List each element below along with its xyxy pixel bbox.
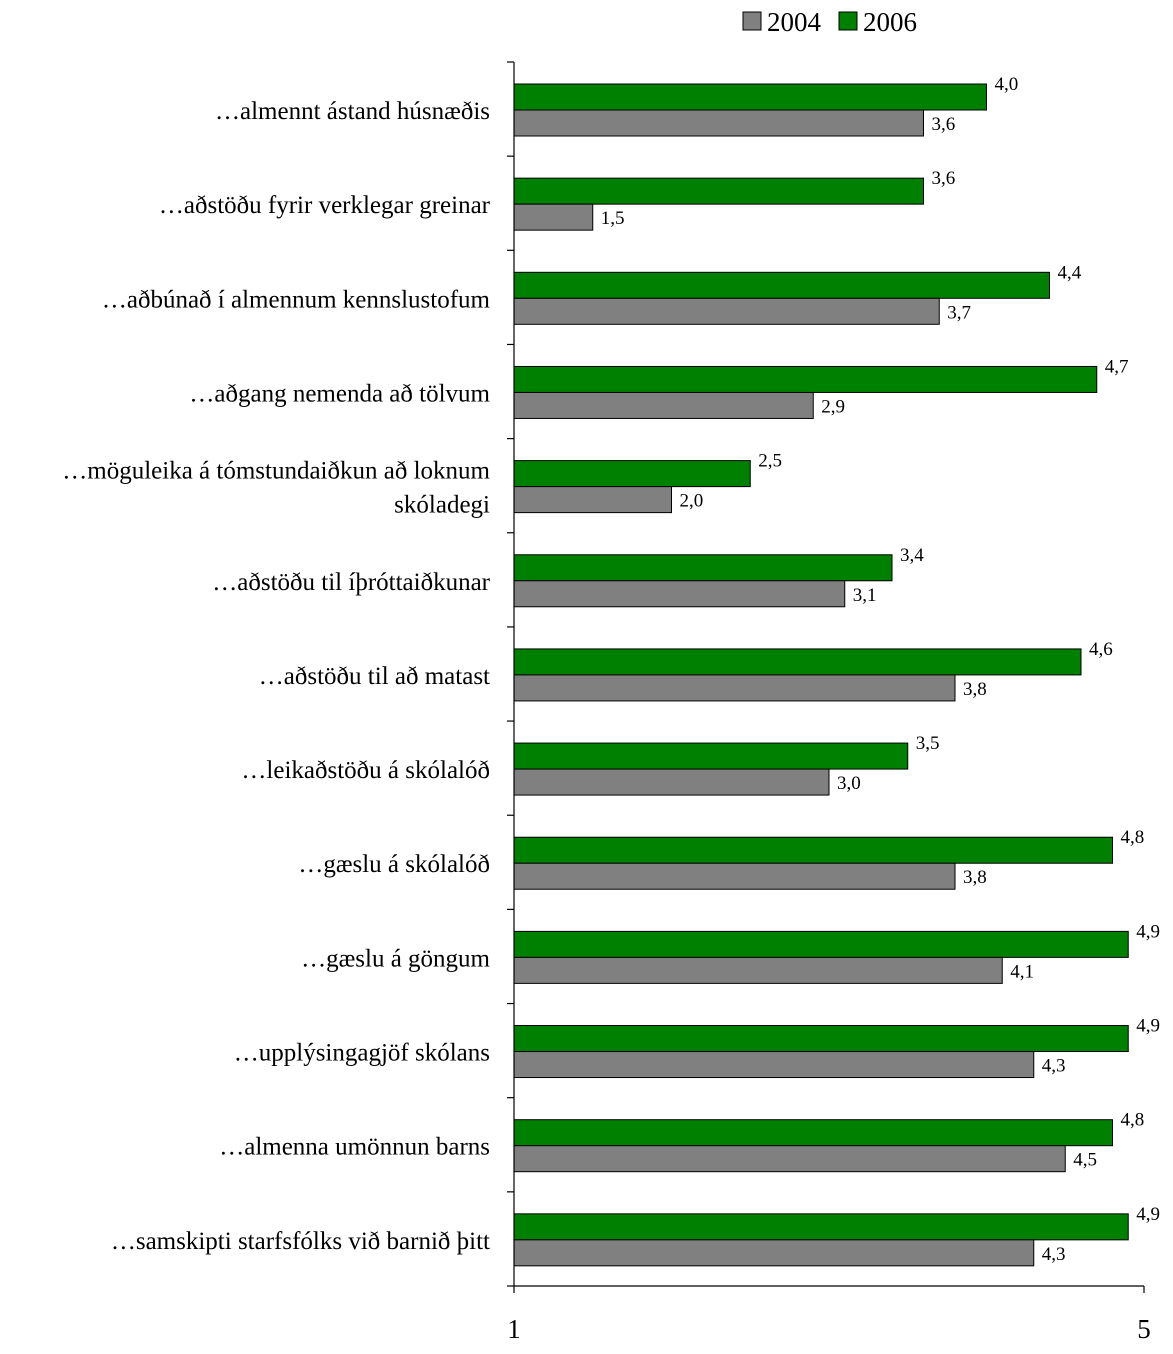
- bar-2004: [513, 1051, 1035, 1079]
- value-label-2004: 3,8: [963, 867, 987, 888]
- bar-2004: [513, 580, 846, 608]
- legend: 2004 2006: [742, 7, 917, 37]
- value-label-2006: 2,5: [758, 451, 782, 472]
- category-label: …aðstöðu fyrir verklegar greinar: [159, 192, 491, 219]
- value-label-2006: 4,8: [1121, 1110, 1145, 1131]
- value-label-2004: 2,9: [821, 396, 845, 417]
- value-label-2006: 4,8: [1121, 827, 1145, 848]
- value-label-2004: 3,1: [853, 585, 877, 606]
- value-label-2004: 1,5: [601, 208, 625, 229]
- value-label-2006: 4,9: [1136, 921, 1160, 942]
- category-label: …gæslu á göngum: [301, 945, 490, 972]
- value-label-2006: 4,4: [1058, 262, 1082, 283]
- value-label-2006: 4,7: [1105, 356, 1129, 377]
- value-label-2004: 3,7: [947, 302, 971, 323]
- category-label: …aðstöðu til að matast: [259, 663, 490, 690]
- bar-2004: [513, 862, 956, 890]
- legend-label-2004: 2004: [767, 7, 822, 37]
- category-label: …aðstöðu til íþróttaiðkunar: [212, 569, 490, 596]
- bar-2006: [513, 177, 924, 205]
- value-label-2004: 2,0: [680, 491, 704, 512]
- value-label-2006: 4,9: [1136, 1016, 1160, 1037]
- bar-2006: [513, 1025, 1129, 1053]
- legend-swatch-2004: [742, 11, 762, 31]
- bar-2006: [513, 365, 1098, 393]
- category-label: …möguleika á tómstundaiðkun að loknum: [62, 458, 490, 485]
- bar-2004: [513, 486, 672, 514]
- bar-2006: [513, 460, 751, 488]
- bar-2004: [513, 674, 956, 702]
- value-label-2004: 3,0: [837, 773, 861, 794]
- bar-2006: [513, 271, 1050, 299]
- bar-2004: [513, 1239, 1035, 1267]
- category-label: …aðgang nemenda að tölvum: [189, 380, 490, 407]
- value-label-2004: 3,6: [932, 114, 956, 135]
- category-label: …leikaðstöðu á skólalóð: [241, 757, 490, 784]
- category-label: …gæslu á skólalóð: [298, 851, 490, 878]
- value-label-2004: 4,1: [1010, 961, 1034, 982]
- bar-2004: [513, 391, 814, 419]
- bar-2004: [513, 297, 940, 325]
- value-label-2006: 4,0: [995, 74, 1019, 95]
- bar-2004: [513, 956, 1003, 984]
- bar-2004: [513, 768, 830, 796]
- category-labels: …almennt ástand húsnæðis …aðstöðu fyrir v…: [62, 98, 490, 1255]
- bar-2006: [513, 1213, 1129, 1241]
- category-label: …upplýsingagjöf skólans: [234, 1040, 490, 1067]
- bar-2004: [513, 203, 594, 231]
- value-labels: 4,0 3,6 3,6 1,5 4,4 3,7 4,7 2,9 2,5 2,0 3,4 3,1 4,6 3…: [601, 74, 1160, 1265]
- x-tick-label: 5: [1137, 1314, 1151, 1344]
- bar-2006: [513, 648, 1082, 676]
- category-label: …almennt ástand húsnæðis: [215, 98, 490, 125]
- value-label-2006: 3,6: [932, 168, 956, 189]
- value-label-2006: 4,6: [1089, 639, 1113, 660]
- bar-2006: [513, 836, 1113, 864]
- x-tick-label: 1: [507, 1314, 521, 1344]
- bar-2006: [513, 83, 987, 111]
- value-label-2006: 3,4: [900, 545, 924, 566]
- value-label-2006: 3,5: [916, 733, 940, 754]
- bar-2006: [513, 1119, 1113, 1147]
- value-label-2004: 4,3: [1042, 1056, 1066, 1077]
- bar-2006: [513, 930, 1129, 958]
- value-label-2004: 4,5: [1073, 1150, 1097, 1171]
- value-label-2006: 4,9: [1136, 1204, 1160, 1225]
- category-label: skóladegi: [394, 492, 490, 519]
- value-label-2004: 3,8: [963, 679, 987, 700]
- bar-2004: [513, 109, 924, 137]
- bar-2006: [513, 742, 909, 770]
- bar-2004: [513, 1145, 1066, 1173]
- value-label-2004: 4,3: [1042, 1244, 1066, 1265]
- category-label: …aðbúnað í almennum kennslustofum: [102, 286, 491, 313]
- category-label: …almenna umönnun barns: [219, 1134, 490, 1161]
- bar-2006: [513, 554, 893, 582]
- legend-label-2006: 2006: [863, 7, 917, 37]
- legend-swatch-2006: [838, 11, 858, 31]
- bars: [513, 83, 1129, 1267]
- category-label: …samskipti starfsfólks við barnið þitt: [111, 1228, 490, 1255]
